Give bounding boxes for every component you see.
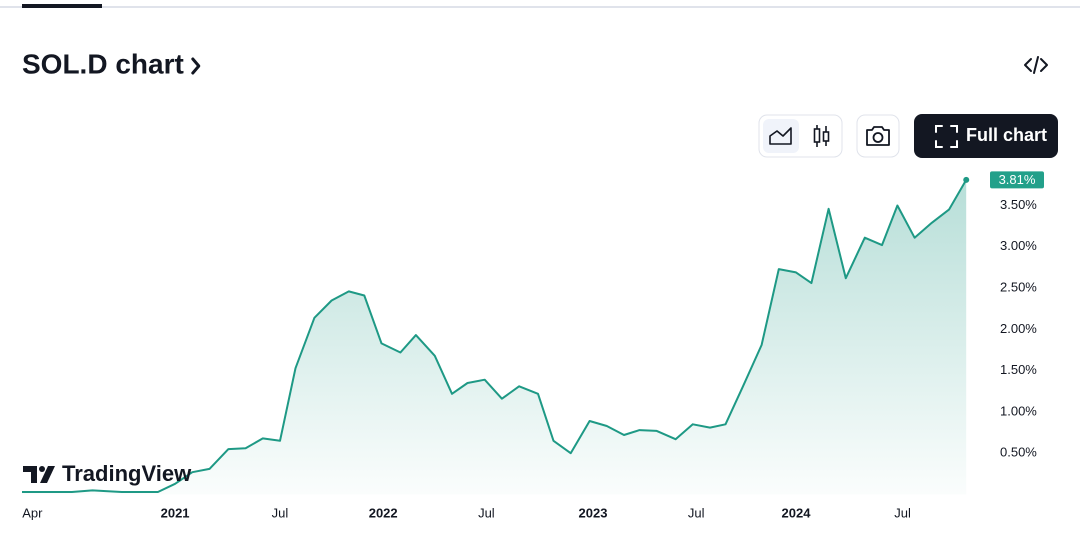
- tab-divider: [0, 6, 1080, 8]
- area-style-button[interactable]: [763, 119, 799, 153]
- x-tick-label: Apr: [22, 505, 43, 520]
- tradingview-logo[interactable]: TradingView: [23, 461, 192, 486]
- snapshot-button[interactable]: [856, 114, 900, 158]
- candle-style-button[interactable]: [813, 125, 830, 147]
- x-tick-label: 2024: [782, 505, 812, 520]
- title-chevron[interactable]: [191, 57, 201, 75]
- full-chart-label[interactable]: Full chart: [966, 125, 1047, 145]
- x-tick-label: Jul: [272, 505, 289, 520]
- x-tick-label: Jul: [478, 505, 495, 520]
- x-tick-label: 2021: [161, 505, 190, 520]
- y-tick-label: 1.50%: [1000, 362, 1037, 377]
- embed-button[interactable]: [1024, 56, 1048, 74]
- last-value-label: 3.81%: [999, 172, 1036, 187]
- y-tick-label: 2.00%: [1000, 321, 1037, 336]
- chart-title[interactable]: SOL.D chart: [22, 48, 184, 79]
- y-tick-label: 1.00%: [1000, 403, 1037, 418]
- x-tick-label: Jul: [688, 505, 705, 520]
- logo-text[interactable]: TradingView: [62, 461, 192, 486]
- y-tick-label: 3.50%: [1000, 197, 1037, 212]
- x-tick-label: 2022: [369, 505, 398, 520]
- active-tab-indicator: [22, 4, 102, 8]
- fullscreen-icon: [935, 125, 958, 148]
- area-line: [22, 179, 968, 493]
- camera-icon: [866, 126, 890, 146]
- plot: 0.50% 1.00% 1.50% 2.00% 2.50% 3.00% 3.50% Apr 20…: [22, 171, 1044, 520]
- x-tick-label: Jul: [894, 505, 911, 520]
- y-tick-label: 2.50%: [1000, 280, 1037, 295]
- y-tick-label: 3.00%: [1000, 238, 1037, 253]
- area-icon: [769, 127, 792, 145]
- last-point: [963, 176, 970, 183]
- last-value-badge: [990, 171, 1044, 189]
- x-tick-label: 2023: [579, 505, 608, 520]
- y-tick-label: 0.50%: [1000, 445, 1037, 460]
